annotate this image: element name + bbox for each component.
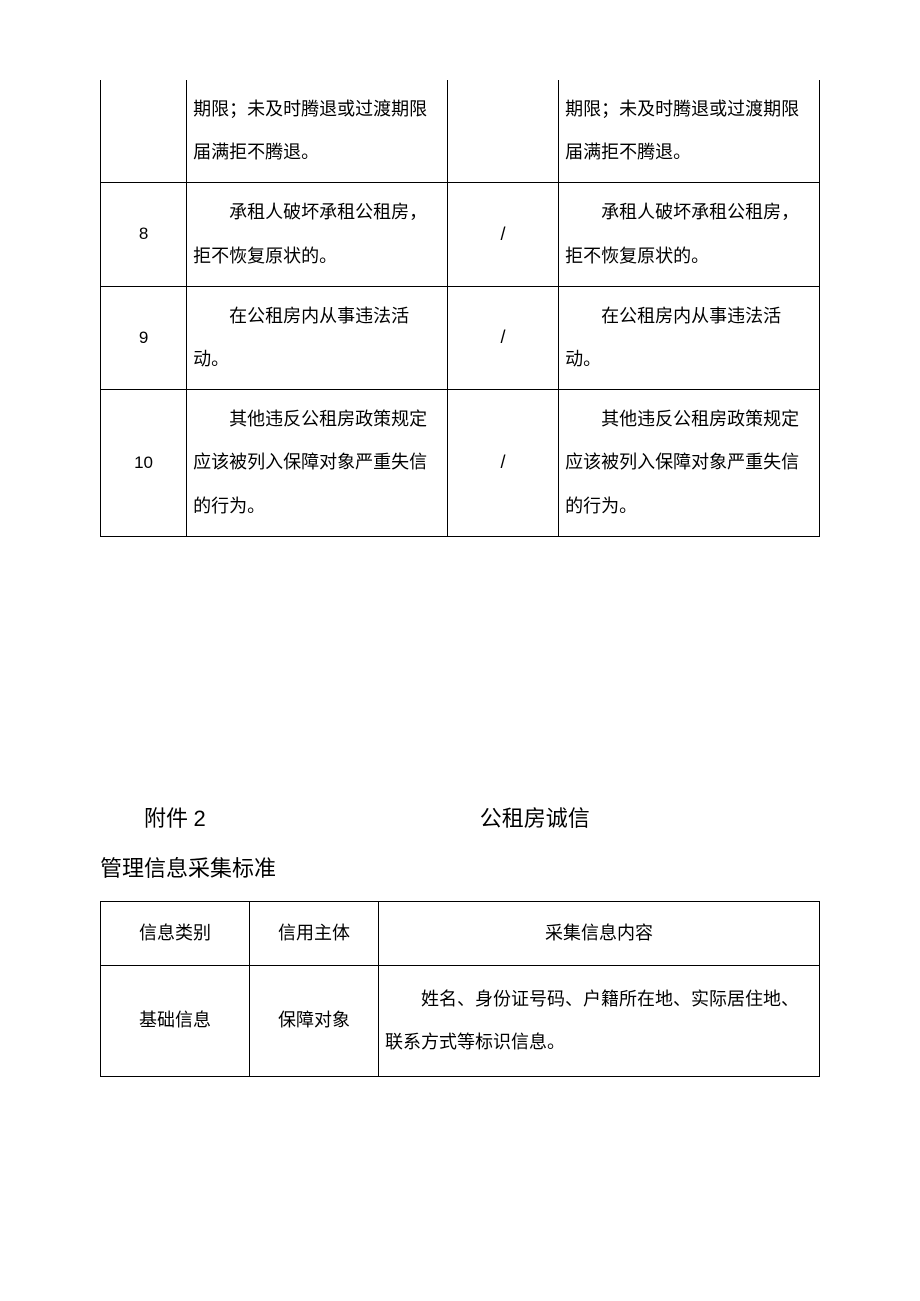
row-right-cell: 承租人破坏承租公租房，拒不恢复原状的。 [559, 183, 820, 286]
cell-collect-content: 姓名、身份证号码、户籍所在地、实际居住地、联系方式等标识信息。 [379, 965, 820, 1076]
title-right-text: 公租房诚信 [436, 797, 590, 841]
header-credit-subject: 信用主体 [250, 901, 379, 965]
cell-collect-content-text: 姓名、身份证号码、户籍所在地、实际居住地、联系方式等标识信息。 [383, 976, 815, 1066]
header-info-category: 信息类别 [101, 901, 250, 965]
cell-info-category: 基础信息 [101, 965, 250, 1076]
row-right-text: 承租人破坏承租公租房，拒不恢复原状的。 [563, 189, 815, 279]
table-row: 基础信息 保障对象 姓名、身份证号码、户籍所在地、实际居住地、联系方式等标识信息… [101, 965, 820, 1076]
table-row: 10 其他违反公租房政策规定应该被列入保障对象严重失信的行为。 / 其他违反公租… [101, 390, 820, 537]
row-num: 9 [101, 286, 187, 389]
header-collect-content: 采集信息内容 [379, 901, 820, 965]
attachment-number: 2 [194, 806, 206, 831]
row-left-cell: 承租人破坏承租公租房，拒不恢复原状的。 [187, 183, 448, 286]
row-left-cell: 在公租房内从事违法活动。 [187, 286, 448, 389]
row-right-text: 在公租房内从事违法活动。 [563, 293, 815, 383]
table-row: 9 在公租房内从事违法活动。 / 在公租房内从事违法活动。 [101, 286, 820, 389]
row-num: 10 [101, 390, 187, 537]
cont-right-text: 期限；未及时腾退或过渡期限届满拒不腾退。 [563, 86, 815, 176]
cont-left-text: 期限；未及时腾退或过渡期限届满拒不腾退。 [191, 86, 443, 176]
table-row: 8 承租人破坏承租公租房，拒不恢复原状的。 / 承租人破坏承租公租房，拒不恢复原… [101, 183, 820, 286]
cont-left-cell: 期限；未及时腾退或过渡期限届满拒不腾退。 [187, 80, 448, 183]
row-left-cell: 其他违反公租房政策规定应该被列入保障对象严重失信的行为。 [187, 390, 448, 537]
attachment-label: 附件 2 [100, 797, 206, 841]
row-mid: / [448, 390, 559, 537]
row-right-text: 其他违反公租房政策规定应该被列入保障对象严重失信的行为。 [563, 396, 815, 530]
collection-standard-table: 信息类别 信用主体 采集信息内容 基础信息 保障对象 姓名、身份证号码、户籍所在… [100, 901, 820, 1078]
table-row-cont: 期限；未及时腾退或过渡期限届满拒不腾退。 期限；未及时腾退或过渡期限届满拒不腾退… [101, 80, 820, 183]
row-right-cell: 其他违反公租房政策规定应该被列入保障对象严重失信的行为。 [559, 390, 820, 537]
title-sub-text: 管理信息采集标准 [100, 847, 820, 891]
row-num: 8 [101, 183, 187, 286]
section-2-title-block: 附件 2 公租房诚信 管理信息采集标准 [100, 797, 820, 891]
cont-right-cell: 期限；未及时腾退或过渡期限届满拒不腾退。 [559, 80, 820, 183]
dishonesty-table: 期限；未及时腾退或过渡期限届满拒不腾退。 期限；未及时腾退或过渡期限届满拒不腾退… [100, 80, 820, 537]
table-header-row: 信息类别 信用主体 采集信息内容 [101, 901, 820, 965]
row-right-cell: 在公租房内从事违法活动。 [559, 286, 820, 389]
section-2-title-row: 附件 2 公租房诚信 [100, 797, 820, 841]
row-num-empty [101, 80, 187, 183]
attachment-label-text: 附件 [144, 806, 188, 831]
cont-mid-cell [448, 80, 559, 183]
row-mid: / [448, 183, 559, 286]
row-mid: / [448, 286, 559, 389]
row-left-text: 其他违反公租房政策规定应该被列入保障对象严重失信的行为。 [191, 396, 443, 530]
row-left-text: 在公租房内从事违法活动。 [191, 293, 443, 383]
row-left-text: 承租人破坏承租公租房，拒不恢复原状的。 [191, 189, 443, 279]
cell-credit-subject: 保障对象 [250, 965, 379, 1076]
